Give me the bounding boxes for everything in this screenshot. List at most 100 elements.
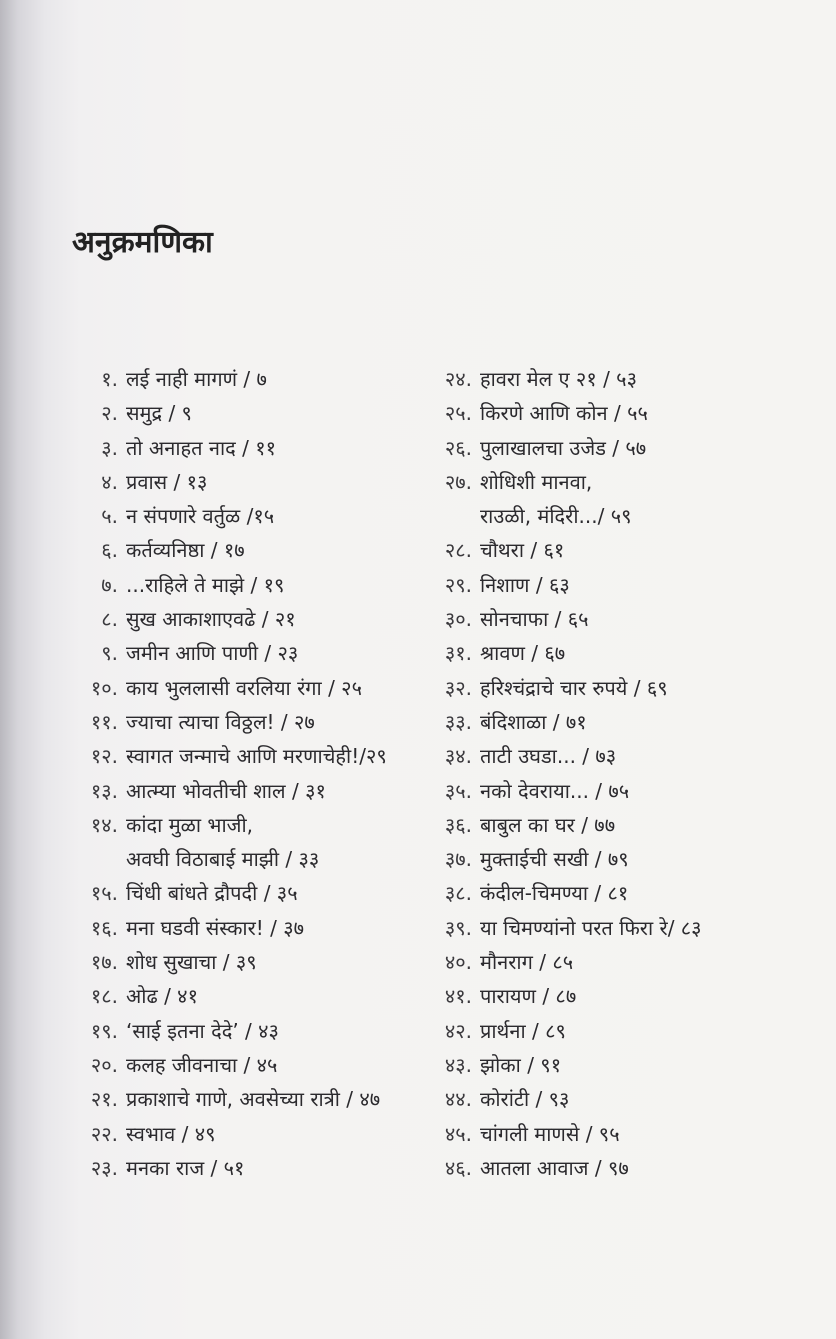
entry-number [70,842,126,876]
entry-number: ९. [101,641,118,666]
entry-number: २२. [90,1121,118,1146]
entry-number: ४६. [444,1155,472,1180]
entry-title: नको देवराया... / ७५ [480,778,630,803]
entry-title: लई नाही मागणं / ७ [126,367,267,391]
entry-title: स्वागत जन्माचे आणि मरणाचेही!/२९ [126,744,387,769]
entry-title: ‘साई इतना देदे’ / ४३ [126,1018,279,1043]
entry-title: अवघी विठाबाई माझी / ३३ [126,847,320,872]
toc-entry: ११. ज्याचा त्याचा विठ्ठल! / २७ [70,705,430,739]
entry-title: आत्म्या भोवतीची शाल / ३१ [126,778,326,803]
entry-number: ४१. [444,984,472,1009]
entry-number: २१. [90,1087,118,1112]
entry-number: ४२. [444,1018,472,1043]
entry-title: ताटी उघडा... / ७३ [480,744,617,769]
toc-entry: १. लई नाही मागणं / ७ [70,362,430,396]
entry-title: मौनराग / ८५ [480,950,574,975]
entry-number: ७. [101,572,118,597]
toc-entry: १५. चिंधी बांधते द्रौपदी / ३५ [70,876,430,910]
entry-title: बंदिशाळा / ७१ [480,709,587,734]
entry-title: प्रवास / १३ [126,469,208,494]
entry-number: ३३. [444,709,472,734]
entry-title: कलह जीवनाचा / ४५ [126,1052,278,1077]
entry-title: मुक्ताईची सखी / ७९ [480,847,629,872]
entry-title: ज्याचा त्याचा विठ्ठल! / २७ [126,709,315,734]
entry-title: न संपणारे वर्तुळ /१५ [126,504,275,529]
entry-title: मना घडवी संस्कार! / ३७ [126,915,305,940]
toc-left-column: १. लई नाही मागणं / ७ २. समुद्र / ९ ३. तो अनाह… [70,362,430,1185]
entry-title: जमीन आणि पाणी / २३ [126,641,299,666]
entry-number: २०. [90,1052,118,1077]
entry-title: पारायण / ८७ [480,984,577,1009]
entry-title: काय भुललासी वरलिया रंगा / २५ [126,675,362,700]
entry-number: १६. [90,915,118,940]
entry-number: ३०. [444,607,472,632]
entry-title: चिंधी बांधते द्रौपदी / ३५ [126,881,298,906]
entry-number: ४. [101,469,118,494]
entry-number: ३२. [444,675,472,700]
entry-number: २४. [444,367,472,391]
toc-entry: २२. स्वभाव / ४९ [70,1117,430,1151]
toc-entry: ३०. सोनचाफा / ६५ [424,602,804,636]
entry-title: समुद्र / ९ [126,401,192,426]
entry-title: सोनचाफा / ६५ [480,607,589,632]
entry-title: प्रकाशाचे गाणे, अवसेच्या रात्री / ४७ [126,1087,381,1112]
toc-entry: ४१. पारायण / ८७ [424,979,804,1013]
entry-title: शोध सुखाचा / ३९ [126,950,257,975]
toc-entry: १३. आत्म्या भोवतीची शाल / ३१ [70,774,430,808]
entry-title: ...राहिले ते माझे / १९ [126,572,285,597]
entry-title: सुख आकाशाएवढे / २१ [126,607,296,632]
entry-title: कर्तव्यनिष्ठा / १७ [126,538,245,563]
entry-number: ६. [101,538,118,563]
toc-right-column: २४. हावरा मेल ए २१ / ५३ २५. किरणे आणि कोन /… [424,362,804,1185]
entry-title: आतला आवाज / ९७ [480,1155,629,1180]
toc-entry: ४४. कोरांटी / ९३ [424,1082,804,1116]
toc-entry: ३३. बंदिशाळा / ७१ [424,705,804,739]
entry-number [424,499,480,533]
toc-entry: ९. जमीन आणि पाणी / २३ [70,636,430,670]
entry-number: ४३. [444,1052,472,1077]
toc-entry: २७. शोधिशी मानवा, [424,465,804,499]
entry-title: मनका राज / ५१ [126,1155,245,1180]
toc-entry: २४. हावरा मेल ए २१ / ५३ [424,362,804,396]
entry-number: २५. [444,401,472,426]
entry-number: ५. [101,504,118,529]
toc-entry: २. समुद्र / ९ [70,396,430,430]
entry-number: १८. [90,984,118,1009]
toc-entry-continuation: राउळी, मंदिरी.../ ५९ [424,499,804,533]
page-heading: अनुक्रमणिका [72,225,213,260]
entry-title: शोधिशी मानवा, [480,469,593,494]
entry-number: २७. [444,469,472,494]
entry-number: ३९. [444,915,472,940]
entry-title: श्रावण / ६७ [480,641,566,666]
entry-title: तो अनाहत नाद / ११ [126,435,277,460]
toc-entry: ४६. आतला आवाज / ९७ [424,1151,804,1185]
entry-number: ३१. [444,641,472,666]
entry-number: ४०. [444,950,472,975]
entry-title: बाबुल का घर / ७७ [480,812,616,837]
entry-number: २. [101,401,118,426]
toc-entry: १८. ओढ / ४१ [70,979,430,1013]
toc-entry: ६. कर्तव्यनिष्ठा / १७ [70,533,430,567]
toc-entry: ३१. श्रावण / ६७ [424,636,804,670]
entry-number: ३५. [444,778,472,803]
toc-entry: २६. पुलाखालचा उजेड / ५७ [424,431,804,465]
toc-entry: १६. मना घडवी संस्कार! / ३७ [70,911,430,945]
toc-entry: ३४. ताटी उघडा... / ७३ [424,739,804,773]
entry-title: कंदील-चिमण्या / ८१ [480,881,629,906]
toc-entry: १२. स्वागत जन्माचे आणि मरणाचेही!/२९ [70,739,430,773]
toc-entry: ३५. नको देवराया... / ७५ [424,774,804,808]
entry-title: पुलाखालचा उजेड / ५७ [480,435,647,460]
entry-title: प्रार्थना / ८९ [480,1018,566,1043]
toc-entry: ३८. कंदील-चिमण्या / ८१ [424,876,804,910]
toc-entry-continuation: अवघी विठाबाई माझी / ३३ [70,842,430,876]
toc-entry: ४. प्रवास / १३ [70,465,430,499]
toc-entry: १४. कांदा मुळा भाजी, [70,808,430,842]
entry-number: १२. [90,744,118,769]
entry-title: ओढ / ४१ [126,984,198,1009]
toc-entry: ३. तो अनाहत नाद / ११ [70,431,430,465]
toc-entry: ७. ...राहिले ते माझे / १९ [70,568,430,602]
entry-number: ३६. [444,812,472,837]
entry-title: हावरा मेल ए २१ / ५३ [480,367,637,391]
toc-entry: ४३. झोका / ९१ [424,1048,804,1082]
toc-entry: ८. सुख आकाशाएवढे / २१ [70,602,430,636]
